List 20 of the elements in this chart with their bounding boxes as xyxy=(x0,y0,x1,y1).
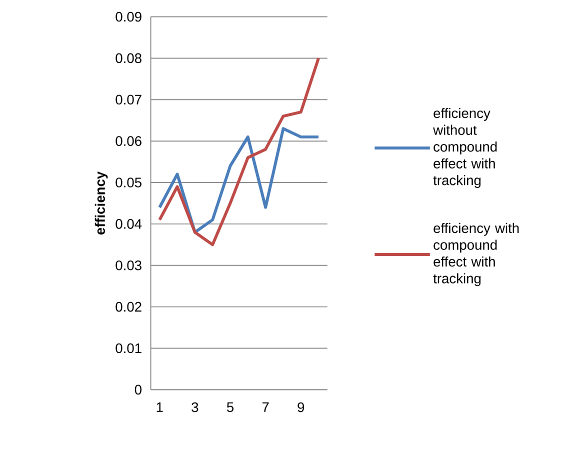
legend-label: efficiency without compound effect with tracking xyxy=(433,108,497,188)
y-tick-label: 0.04 xyxy=(116,219,142,229)
y-tick-label: 0.02 xyxy=(116,302,142,312)
y-tick-label: 0 xyxy=(134,384,142,395)
legend-label: efficiency with compound effect with tracking xyxy=(433,222,519,286)
x-tick-label: 3 xyxy=(192,402,198,412)
y-tick-label: 0.08 xyxy=(116,53,142,64)
x-tick-label: 9 xyxy=(298,402,304,412)
y-tick-label: 0.05 xyxy=(116,178,142,188)
line-series xyxy=(158,56,320,246)
y-tick-label: 0.07 xyxy=(116,94,142,105)
y-tick-label: 0.06 xyxy=(116,136,142,146)
line-series xyxy=(158,127,320,234)
y-tick-label: 0.03 xyxy=(116,260,142,270)
x-tick-label: 5 xyxy=(226,402,234,412)
y-tick-label: 0.09 xyxy=(116,12,142,22)
x-tick-label: 7 xyxy=(262,402,269,412)
x-tick-label: 1 xyxy=(156,402,163,412)
y-axis-title: efficiency xyxy=(94,172,108,235)
y-tick-label: 0.01 xyxy=(116,343,142,354)
